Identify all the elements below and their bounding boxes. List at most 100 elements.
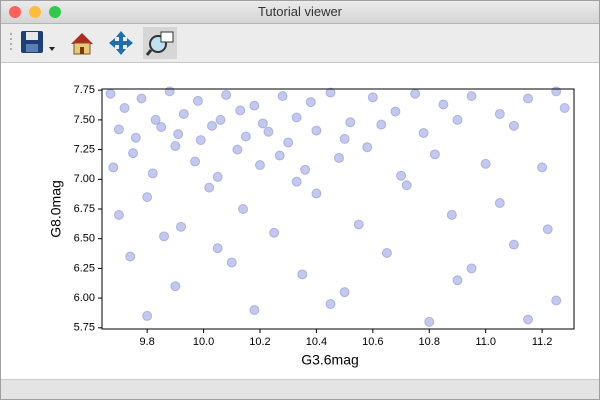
point [175, 221, 186, 232]
point [376, 119, 387, 130]
zoom-rect-button[interactable] [145, 31, 174, 56]
point [367, 92, 378, 103]
point [173, 129, 184, 140]
save-button[interactable] [21, 31, 55, 53]
point [192, 95, 203, 106]
point [551, 86, 562, 97]
toolbar-icons [10, 27, 177, 59]
axes-frame [101, 88, 575, 330]
chart: G3.6mag G8.0mag 9.8 10.0 10.2 10.4 10.6 10.8 1… [48, 84, 575, 368]
point [130, 132, 141, 143]
point [108, 162, 119, 173]
point [291, 112, 302, 123]
point [494, 108, 505, 119]
point [362, 142, 373, 153]
x-tick-label: 10.2 [249, 336, 270, 348]
point [254, 160, 265, 171]
point [170, 141, 181, 152]
point [195, 135, 206, 146]
point [136, 93, 147, 104]
point [277, 91, 288, 102]
point [125, 251, 136, 262]
y-axis-label: G8.0mag [48, 180, 64, 238]
point [339, 133, 350, 144]
x-tick-label: 9.8 [139, 336, 154, 348]
point [353, 219, 364, 230]
point [178, 108, 189, 119]
toolbar [1, 24, 599, 63]
point [345, 117, 356, 128]
point [249, 100, 260, 111]
point [300, 164, 311, 175]
point [466, 91, 477, 102]
point [523, 93, 534, 104]
zoom-button[interactable] [49, 6, 61, 18]
point [311, 188, 322, 199]
point [105, 88, 116, 99]
point [542, 224, 553, 235]
point [537, 162, 548, 173]
point [221, 89, 232, 100]
point [159, 231, 170, 242]
x-tick-label: 10.6 [362, 336, 383, 348]
point [170, 281, 181, 292]
point [142, 192, 153, 203]
point [212, 171, 223, 182]
y-tick-label: 6.00 [74, 292, 95, 304]
handle [10, 33, 12, 50]
point [523, 314, 534, 325]
point [238, 204, 249, 214]
point [390, 106, 401, 117]
point [424, 316, 435, 327]
home-button[interactable] [71, 33, 93, 55]
point [551, 295, 562, 306]
y-tick-label: 7.75 [74, 84, 95, 96]
point [418, 127, 429, 138]
point [438, 99, 449, 110]
point [142, 310, 153, 321]
close-button[interactable] [9, 6, 21, 18]
point [381, 247, 392, 258]
point [232, 144, 243, 155]
point [274, 150, 285, 161]
point [396, 170, 407, 181]
point [297, 269, 308, 280]
point [559, 103, 570, 114]
point [113, 124, 124, 135]
point [113, 209, 124, 220]
point [311, 125, 322, 136]
point [156, 122, 167, 133]
y-tick-label: 6.50 [74, 233, 95, 245]
point [190, 156, 201, 167]
point [291, 176, 302, 187]
x-tick-label: 10.8 [419, 336, 440, 348]
point [480, 158, 491, 169]
point [401, 180, 412, 191]
point [235, 105, 246, 116]
y-tick-label: 6.75 [74, 203, 95, 215]
point [212, 243, 223, 254]
point [215, 114, 226, 125]
y-tick-label: 7.25 [74, 144, 95, 156]
point [446, 209, 457, 220]
point [494, 198, 505, 209]
point [452, 275, 463, 286]
plot-area: G3.6mag G8.0mag 9.8 10.0 10.2 10.4 10.6 10.8 1… [1, 63, 599, 379]
pan-button[interactable] [109, 31, 133, 55]
point [249, 304, 260, 315]
point [207, 120, 218, 131]
point [269, 227, 280, 238]
status-bar [1, 379, 599, 399]
minimize-button[interactable] [29, 6, 41, 18]
y-tick-label: 6.25 [74, 262, 95, 274]
x-tick-label: 11.2 [532, 336, 553, 348]
point [283, 137, 294, 148]
y-tick-label: 7.50 [74, 114, 95, 126]
y-tick-label: 5.75 [74, 322, 95, 334]
point [226, 257, 237, 268]
x-tick-label: 10.0 [193, 336, 214, 348]
point [119, 103, 130, 114]
point [257, 118, 268, 129]
x-tick-label: 11.0 [475, 336, 496, 348]
point [240, 131, 251, 142]
